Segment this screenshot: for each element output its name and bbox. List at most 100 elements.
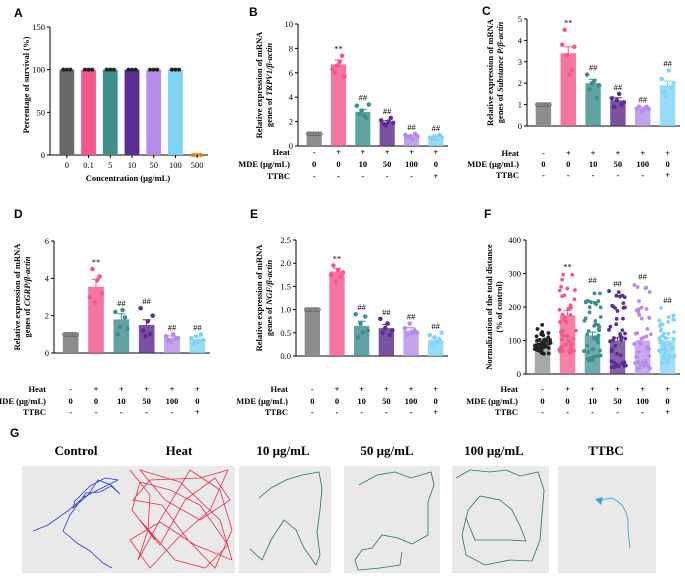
panel-c-point [636, 104, 642, 110]
panel-f-point [548, 338, 553, 342]
panel-f-point [546, 351, 551, 356]
panel-c-point [587, 87, 592, 92]
panel-f-ytick-label: 200 [508, 302, 521, 312]
panel-f-point [592, 291, 597, 296]
panel-e-point [362, 314, 368, 319]
panel-d-cond-mde: 0 [94, 396, 98, 406]
panel-d-row-label-ttbc: TTBC [23, 407, 46, 417]
panel-b-point [337, 59, 343, 65]
panel-f-point [658, 340, 663, 345]
panel-b-cond-ttbc: - [410, 171, 413, 181]
panel-d-point [201, 337, 206, 343]
panel-f-point [614, 322, 619, 327]
panel-d-point [193, 333, 199, 339]
panel-f-point [558, 320, 562, 324]
panel-label-f: F [484, 207, 491, 221]
panel-f-point [671, 355, 675, 360]
panel-b-point [356, 111, 362, 117]
panel-f-point [587, 310, 592, 315]
panel-f-point [565, 334, 570, 338]
panel-e-cond-heat: + [433, 384, 438, 394]
panel-c-point [671, 80, 676, 86]
panel-c-cond-ttbc: - [616, 170, 619, 180]
panel-b-point [378, 118, 384, 123]
panel-f-point [534, 334, 539, 339]
panel-f-point [637, 299, 641, 303]
panel-f-point [535, 327, 540, 331]
panel-e-cond-heat: + [384, 384, 389, 394]
panel-f-cond-mde: 10 [588, 396, 597, 406]
panel-a-point [169, 67, 174, 72]
panel-f-point [665, 360, 669, 364]
panel-f-point [643, 286, 648, 291]
panel-d-cond-ttbc: - [95, 407, 98, 417]
panel-f-point [659, 306, 663, 310]
panel-b-point [330, 66, 335, 72]
panel-e-point [405, 332, 410, 338]
panel-f-point [612, 360, 617, 365]
panel-d-significance: ## [168, 322, 177, 332]
panel-a-point [177, 67, 182, 72]
panel-e-point [358, 321, 363, 326]
panel-e-cond-mde: 100 [405, 396, 418, 406]
panel-c-point [659, 76, 664, 82]
panel-a-ylabel: Percentage of survival (%) [21, 36, 31, 133]
panel-e-point [335, 267, 341, 273]
panel-d-ytick-label: 0 [45, 348, 49, 358]
panel-f-point [614, 293, 619, 298]
panel-f-point [596, 340, 600, 345]
panel-b-cond-heat: + [409, 147, 414, 157]
panel-f-point [641, 360, 645, 365]
panel-f-point [563, 315, 568, 320]
panel-b-point [439, 135, 445, 140]
panel-b-bar [330, 64, 347, 146]
panel-e-point [328, 272, 334, 278]
traj-path-control [32, 477, 121, 569]
panel-e-ytick-label: 1.5 [280, 281, 291, 291]
panel-a-ytick-label: 50 [37, 107, 46, 117]
panel-a-point [155, 67, 160, 72]
panel-f-point [666, 315, 671, 319]
panel-c-point [559, 42, 565, 47]
panel-d-ylabel-line: genes of CGRP/β-actin [22, 256, 32, 337]
panel-e-point [331, 263, 336, 268]
panel-b-point [386, 119, 391, 124]
panel-b-bar [379, 122, 395, 146]
panel-c-cond-mde: 10 [589, 159, 598, 169]
panel-f-point [636, 350, 641, 355]
panel-e-cond-ttbc: + [433, 407, 438, 417]
panel-c-bar [585, 83, 601, 126]
panel-d-point [99, 290, 105, 296]
panel-f-point [634, 355, 639, 359]
panel-f-point [615, 309, 620, 313]
traj-title-ttbc: TTBC [588, 443, 623, 458]
panel-f-point [560, 312, 565, 317]
panel-a-chart: Percentage of survival (%) Concentration… [21, 22, 208, 183]
panel-f-point [571, 337, 576, 341]
traj-path-100 [455, 469, 545, 566]
panel-f-ytick-label: 100 [508, 336, 521, 346]
panel-c-point [547, 102, 552, 107]
panel-e-significance: ## [382, 307, 391, 317]
traj-title-heat: Heat [166, 443, 193, 458]
panel-f-point [539, 348, 544, 353]
panel-g-trajectories: Control Heat 10 μg/mL 50 μg/mL 100 μg/mL… [22, 443, 656, 573]
panel-f-point [562, 318, 566, 322]
panel-f-point [667, 342, 672, 347]
panel-e-point [414, 330, 420, 336]
panel-f-point [647, 347, 652, 352]
panel-b-point [354, 103, 360, 109]
panel-e-cond-heat: + [409, 384, 414, 394]
panel-a-ytick-label: 100 [32, 65, 45, 75]
panel-b-chart: Relative expression of mRNA genes of TRPV… [238, 19, 448, 181]
panel-f-point [548, 340, 553, 345]
panel-e-significance: ## [357, 302, 366, 312]
panel-f-point [645, 327, 650, 331]
panel-f-point [637, 313, 642, 317]
panel-c-bar [560, 53, 576, 126]
panel-a-point [173, 67, 178, 72]
panel-f-point [649, 332, 653, 337]
panel-a-point [82, 67, 87, 72]
panel-c-cond-ttbc: - [592, 170, 595, 180]
panel-c-ylabel-line: Relative expression of mRNA [485, 18, 495, 126]
